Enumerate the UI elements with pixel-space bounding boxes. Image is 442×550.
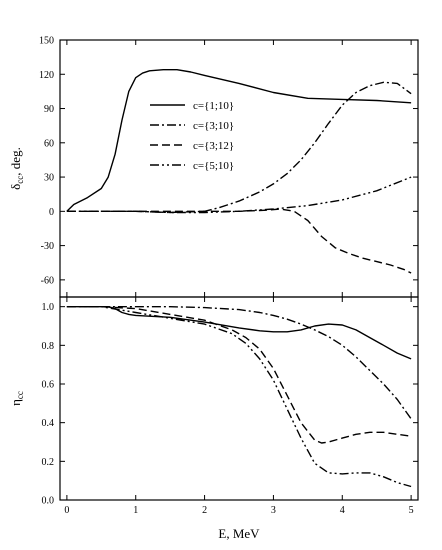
legend-label-4: c={5;10} bbox=[193, 160, 234, 172]
ytick-label-delta: 0 bbox=[49, 207, 54, 218]
ytick-label-delta: 120 bbox=[39, 70, 54, 81]
xtick-label: 0 bbox=[64, 505, 69, 516]
ytick-label-eta: 1.0 bbox=[42, 302, 55, 313]
series-line-eta-4 bbox=[66, 306, 412, 488]
ylabel-tail-delta: , deg. bbox=[8, 147, 23, 176]
ylabel-eta: ηcc bbox=[8, 391, 25, 406]
ytick-label-eta: 0.0 bbox=[42, 496, 55, 507]
ytick-label-eta: 0.4 bbox=[42, 418, 55, 429]
series-line-delta-2 bbox=[66, 81, 412, 214]
xtick-label: 3 bbox=[271, 505, 276, 516]
ytick-label-delta: -60 bbox=[41, 275, 54, 286]
series-line-delta-1 bbox=[66, 68, 412, 212]
ytick-label-eta: 0.8 bbox=[42, 341, 55, 352]
ytick-label-delta: 60 bbox=[44, 138, 54, 149]
panel-eta: 1.0 0.8 0.6 0.4 0.2 0.0 ηcc bbox=[8, 296, 419, 507]
series-line-eta-3 bbox=[66, 306, 412, 444]
panel-frame-eta bbox=[59, 296, 419, 501]
legend-label-2: c={3;10} bbox=[193, 120, 234, 132]
ylabel-sub-eta: cc bbox=[15, 391, 25, 399]
xtick-label: 5 bbox=[409, 505, 414, 516]
ytick-label-delta: 90 bbox=[44, 104, 54, 115]
series-line-delta-3 bbox=[66, 208, 412, 274]
legend: c={1;10} c={3;10} c={3;12} c={5;10} bbox=[150, 100, 234, 172]
ytick-label-delta: -30 bbox=[41, 241, 54, 252]
xlabel: E, MeV bbox=[218, 526, 260, 541]
x-axis: 0 1 2 3 4 5 E, MeV bbox=[64, 505, 413, 541]
ylabel-main-delta: δ bbox=[8, 184, 23, 190]
ytick-label-eta: 0.6 bbox=[42, 380, 55, 391]
ytick-label-delta: 150 bbox=[39, 36, 54, 47]
xtick-label: 1 bbox=[133, 505, 138, 516]
xtick-label: 2 bbox=[202, 505, 207, 516]
legend-label-3: c={3;12} bbox=[193, 140, 234, 152]
series-line-eta-1 bbox=[66, 306, 412, 360]
ylabel-main-eta: η bbox=[8, 399, 23, 406]
legend-label-1: c={1;10} bbox=[193, 100, 234, 112]
xtick-label: 4 bbox=[340, 505, 345, 516]
ytick-label-eta: 0.2 bbox=[42, 457, 55, 468]
series-line-delta-4 bbox=[66, 176, 412, 214]
ytick-label-delta: 30 bbox=[44, 173, 54, 184]
series-line-eta-2 bbox=[66, 306, 412, 420]
ylabel-sub-delta: cc bbox=[15, 176, 25, 184]
ylabel-delta: δcc, deg. bbox=[8, 147, 25, 190]
